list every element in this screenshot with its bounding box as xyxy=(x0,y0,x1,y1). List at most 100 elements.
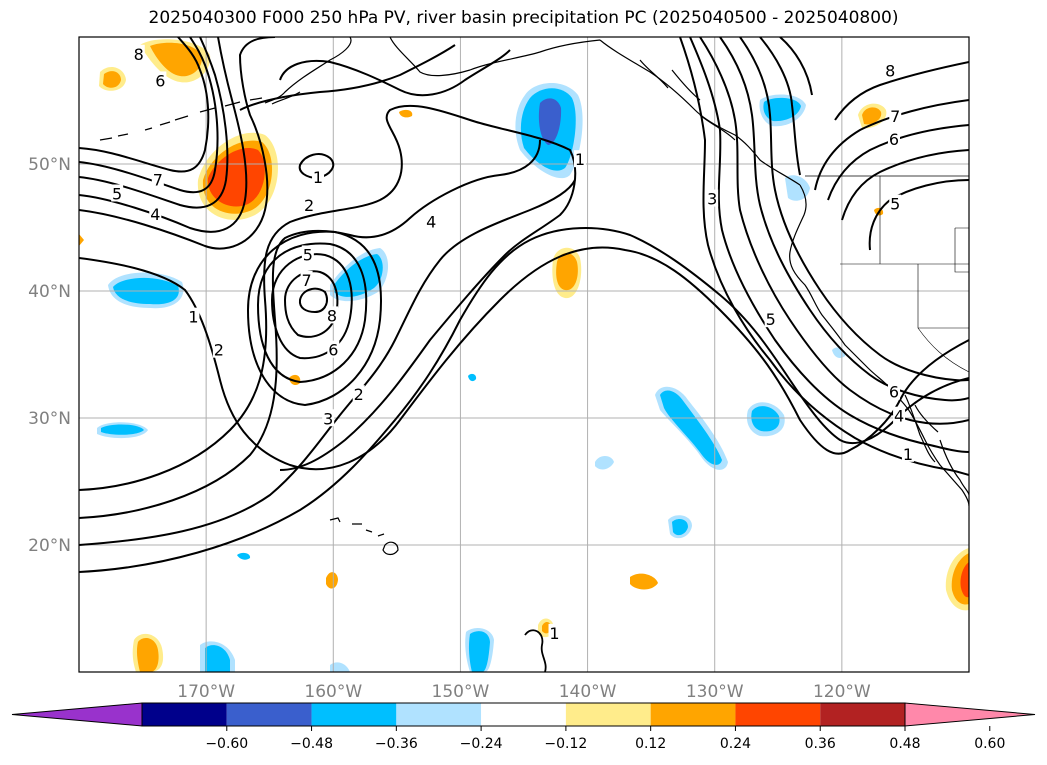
colorbar-tick-label: 0.48 xyxy=(889,736,920,752)
colorbar-tick-label: 0.60 xyxy=(974,736,1005,752)
colorbar-low-extension xyxy=(11,702,143,727)
negative-anomaly-blob xyxy=(538,98,562,145)
contour-label-background xyxy=(154,71,167,89)
contour-label: 4 xyxy=(150,205,160,224)
contour-label: 3 xyxy=(323,409,333,428)
colorbar-tick-label: −0.36 xyxy=(375,736,418,752)
contour-label: 6 xyxy=(328,341,338,360)
negative-anomaly-blob xyxy=(237,552,251,560)
contour-label: 1 xyxy=(313,168,323,187)
island-contour xyxy=(524,629,547,672)
contour-label: 1 xyxy=(549,624,559,643)
pv-contour-line xyxy=(270,253,353,360)
negative-anomaly-blob xyxy=(751,406,780,432)
negative-anomaly-blob xyxy=(468,373,477,382)
colorbar-high-extension xyxy=(904,702,1036,727)
negative-anomaly-blob xyxy=(660,390,722,465)
colorbar-tick-label: −0.24 xyxy=(460,736,503,752)
contour-label-background xyxy=(322,409,335,427)
contour-label: 5 xyxy=(766,310,776,329)
negative-anomaly-blob xyxy=(468,631,490,672)
contour-label-background xyxy=(326,306,339,324)
pv-contour-line xyxy=(239,44,456,111)
pv-contour-line xyxy=(719,37,969,402)
contour-label: 8 xyxy=(327,306,337,325)
colorbar-segment xyxy=(650,703,736,726)
contour-label: 2 xyxy=(304,196,314,215)
contour-label-background xyxy=(893,406,906,424)
pv-contour-line xyxy=(279,49,511,97)
negative-anomaly-blob xyxy=(330,662,350,672)
colorbar: −0.60 −0.48 −0.36 −0.24 −0.12 0.12 0.24 0.36 0.4… xyxy=(11,702,1036,752)
contour-label: 5 xyxy=(303,245,313,264)
pv-contour-line xyxy=(827,124,969,201)
contour-label: 6 xyxy=(889,130,899,149)
positive-anomaly-blob xyxy=(103,71,121,88)
colorbar-segment xyxy=(311,703,397,726)
colorbar-segment xyxy=(565,703,651,726)
colorbar-segment xyxy=(396,703,482,726)
contour-label-background xyxy=(573,150,586,168)
pv-contour-line xyxy=(298,287,328,314)
contour-label: 4 xyxy=(894,407,904,426)
colorbar-tick-label: 0.12 xyxy=(635,736,666,752)
longitude-labels: 170°W 160°W 150°W 140°W 130°W 120°W xyxy=(177,682,871,702)
coastline-us-west xyxy=(789,184,969,507)
pv-contour-line xyxy=(79,37,210,173)
hawaii-islands xyxy=(329,517,399,556)
lat-tick-label: 50°N xyxy=(28,155,71,175)
contour-label: 7 xyxy=(153,171,163,190)
contour-label: 1 xyxy=(903,445,913,464)
lon-tick-label: 130°W xyxy=(686,682,744,702)
negative-anomaly-blob xyxy=(205,645,230,672)
contour-label: 8 xyxy=(885,61,895,80)
pv-contour-line xyxy=(246,230,382,407)
pv-contour-line xyxy=(759,37,801,176)
contour-label-background xyxy=(548,623,561,641)
colorbar-segment xyxy=(820,703,905,726)
map-frame xyxy=(78,36,970,673)
contour-label-background xyxy=(425,212,438,230)
contour-label: 3 xyxy=(707,190,717,209)
colorbar-tick-label: −0.12 xyxy=(544,736,587,752)
pv-contour-line xyxy=(779,37,813,96)
contour-label-background xyxy=(132,44,145,62)
contour-label: 7 xyxy=(301,271,311,290)
contour-label-background xyxy=(312,167,325,185)
contour-label-background xyxy=(303,195,316,213)
colorbar-segment xyxy=(142,703,227,726)
positive-anomaly-blob xyxy=(136,638,159,672)
contour-label-background xyxy=(889,107,902,125)
pv-contour-line xyxy=(689,37,969,453)
negative-anomaly-blob xyxy=(334,254,383,297)
contour-label: 7 xyxy=(890,107,900,126)
lat-tick-label: 20°N xyxy=(28,536,71,556)
contour-label-background xyxy=(887,129,900,147)
contour-label: 1 xyxy=(575,150,585,169)
pv-contour-line xyxy=(841,149,969,221)
positive-anomaly-blob xyxy=(630,573,658,590)
negative-anomaly-blob xyxy=(672,519,688,536)
colorbar-tick-label: 0.36 xyxy=(805,736,836,752)
colorbar-segment xyxy=(481,703,566,726)
contour-label: 4 xyxy=(426,212,436,231)
contour-label-background xyxy=(187,307,200,325)
pv-contour-line xyxy=(814,99,969,191)
lat-tick-label: 40°N xyxy=(28,282,71,302)
coastlines xyxy=(99,37,969,672)
positive-anomaly-blob xyxy=(556,253,578,291)
contour-label: 1 xyxy=(188,308,198,327)
pv-contour-line xyxy=(739,37,969,382)
colorbar-tick-label: −0.60 xyxy=(205,736,248,752)
contour-label-background xyxy=(300,270,313,288)
pv-contour-line xyxy=(79,227,969,573)
pv-contour-line xyxy=(79,37,229,209)
contour-label-background xyxy=(352,385,365,403)
positive-anomaly-blob xyxy=(862,107,882,125)
contour-label-background xyxy=(889,194,902,212)
pv-contour-line xyxy=(298,153,335,180)
contour-label: 6 xyxy=(155,71,165,90)
contour-label-background xyxy=(151,170,164,188)
contour-label-background xyxy=(111,184,124,202)
